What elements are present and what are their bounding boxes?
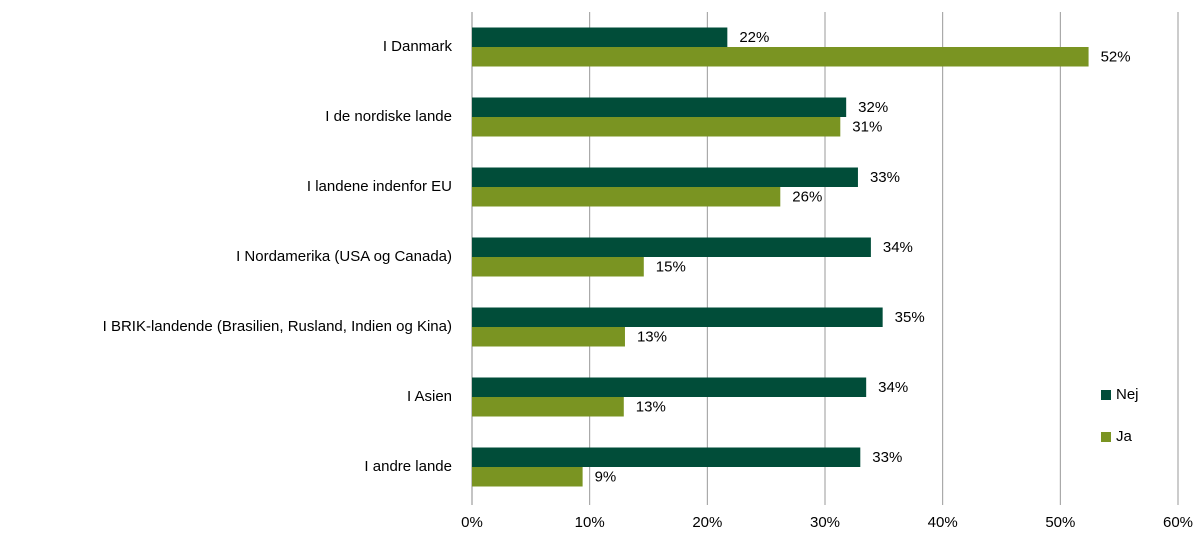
data-label: 13% xyxy=(637,329,667,346)
bar xyxy=(472,377,867,397)
bar xyxy=(472,307,883,327)
y-tick-label: I Danmark xyxy=(383,38,453,55)
bar xyxy=(472,167,858,187)
data-label: 15% xyxy=(656,259,686,276)
x-tick-label: 50% xyxy=(1045,514,1075,531)
data-label: 32% xyxy=(858,99,888,116)
legend-swatch xyxy=(1101,432,1111,442)
x-tick-label: 30% xyxy=(810,514,840,531)
bar xyxy=(472,47,1089,67)
bar xyxy=(472,237,871,257)
bar xyxy=(472,97,847,117)
data-label: 33% xyxy=(870,169,900,186)
y-tick-label: I BRIK-landende (Brasilien, Rusland, Ind… xyxy=(103,318,452,335)
y-tick-label: I Asien xyxy=(407,388,452,405)
y-tick-label: I andre lande xyxy=(364,458,452,475)
data-label: 26% xyxy=(792,189,822,206)
y-tick-label: I landene indenfor EU xyxy=(307,178,452,195)
data-label: 34% xyxy=(878,379,908,396)
bar xyxy=(472,27,728,47)
bar xyxy=(472,327,625,347)
x-tick-label: 20% xyxy=(692,514,722,531)
bar xyxy=(472,397,624,417)
data-label: 31% xyxy=(852,119,882,136)
x-tick-label: 60% xyxy=(1163,514,1193,531)
bar xyxy=(472,447,861,467)
data-label: 33% xyxy=(872,449,902,466)
y-tick-label: I Nordamerika (USA og Canada) xyxy=(236,248,452,265)
legend-swatch xyxy=(1101,390,1111,400)
legend-label: Ja xyxy=(1116,428,1133,445)
legend-label: Nej xyxy=(1116,386,1139,403)
bar xyxy=(472,467,583,487)
bar xyxy=(472,257,644,277)
x-tick-label: 0% xyxy=(461,514,483,531)
data-label: 13% xyxy=(636,399,666,416)
data-label: 35% xyxy=(895,309,925,326)
data-label: 52% xyxy=(1101,49,1131,66)
y-tick-label: I de nordiske lande xyxy=(325,108,452,125)
bar xyxy=(472,117,841,137)
data-label: 34% xyxy=(883,239,913,256)
x-tick-label: 10% xyxy=(575,514,605,531)
data-label: 22% xyxy=(739,29,769,46)
bar xyxy=(472,187,781,207)
data-label: 9% xyxy=(595,469,617,486)
x-tick-label: 40% xyxy=(928,514,958,531)
